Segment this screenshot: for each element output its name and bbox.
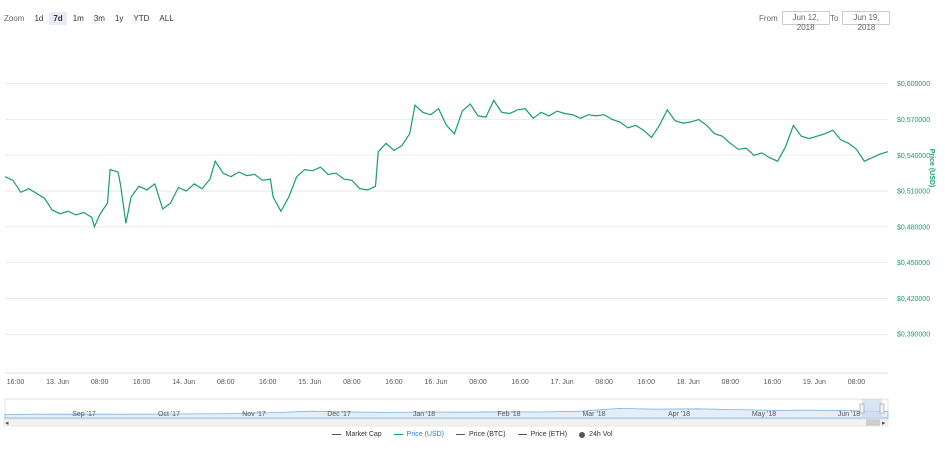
x-tick-label: 08:00: [469, 379, 487, 386]
y-tick-label: $0,510000: [897, 189, 930, 196]
x-tick-label: 08:00: [722, 379, 740, 386]
grid-lines: [5, 83, 888, 335]
x-tick-label: 14. Jun: [172, 379, 195, 386]
zoom-button-all[interactable]: ALL: [159, 13, 174, 23]
legend-item[interactable]: Price (BTC): [456, 431, 506, 438]
legend-label: Market Cap: [345, 431, 382, 438]
navigator-tick-label: Apr '18: [668, 411, 690, 418]
scroll-right-arrow[interactable]: ▸: [882, 420, 886, 427]
y-tick-label: $0,390000: [897, 332, 930, 339]
zoom-label: Zoom: [4, 13, 25, 23]
legend-label: Price (USD): [406, 431, 445, 438]
from-date-input[interactable]: Jun 12, 2018: [781, 11, 830, 32]
x-tick-label: 15. Jun: [298, 379, 321, 386]
x-tick-label: 08:00: [343, 379, 361, 386]
navigator-tick-label: Dec '17: [327, 411, 351, 418]
navigator-scrollbar[interactable]: [3, 418, 889, 427]
navigator-handle-right[interactable]: [879, 403, 885, 414]
x-tick-label: 16:00: [259, 379, 277, 386]
navigator-area: [4, 407, 889, 419]
y-tick-label: $0,450000: [897, 260, 930, 267]
scrollbar-thumb[interactable]: [866, 419, 880, 426]
navigator-tick-label: Oct '17: [158, 411, 180, 418]
legend-label: 24h Vol: [589, 431, 613, 438]
navigator-tick-label: May '18: [752, 411, 776, 418]
to-label: To: [830, 13, 839, 23]
y-axis-ticks: $0,600000 $0,570000 $0,540000 $0,510000 $0,4…: [897, 81, 930, 339]
x-tick-label: 16:00: [764, 379, 782, 386]
legend-dot-icon: [579, 431, 586, 438]
x-tick-label: 16:00: [511, 379, 529, 386]
legend-item[interactable]: 24h Vol: [579, 431, 613, 438]
navigator-tick-label: Sep '17: [72, 411, 96, 418]
y-tick-label: $0,480000: [897, 224, 930, 231]
zoom-button-1m[interactable]: 1m: [72, 13, 84, 23]
x-tick-label: 16. Jun: [425, 379, 448, 386]
x-tick-label: 08:00: [217, 379, 235, 386]
price-chart: $0,600000 $0,570000 $0,540000 $0,510000 $0,4…: [3, 81, 935, 427]
zoom-button-1d[interactable]: 1d: [34, 13, 44, 23]
navigator-handle-left[interactable]: [859, 403, 865, 414]
from-label: From: [759, 13, 778, 23]
price-usd-line: [4, 99, 889, 229]
range-to: To Jun 19, 2018: [830, 11, 891, 32]
range-from: From Jun 12, 2018: [759, 11, 830, 32]
navigator-tick-label: Jan '18: [413, 411, 435, 418]
zoom-button-ytd[interactable]: YTD: [133, 13, 150, 23]
x-tick-label: 17. Jun: [551, 379, 574, 386]
x-tick-label: 18. Jun: [677, 379, 700, 386]
x-tick-label: 16:00: [385, 379, 403, 386]
y-tick-label: $0,600000: [897, 81, 930, 88]
x-axis-ticks: 16:00 13. Jun 08:00 16:00 14. Jun 08:00 16:00 1…: [5, 372, 888, 386]
x-tick-label: 08:00: [848, 379, 866, 386]
x-tick-label: 16:00: [637, 379, 655, 386]
legend-line-icon: [332, 433, 342, 436]
navigator-tick-label: Feb '18: [497, 411, 520, 418]
y-tick-label: $0,540000: [897, 153, 930, 160]
navigator[interactable]: Sep '17 Oct '17 Nov '17 Dec '17 Jan '18 Feb '…: [3, 398, 889, 427]
legend-line-icon: [517, 433, 527, 436]
x-tick-label: 08:00: [91, 379, 109, 386]
x-tick-label: 19. Jun: [803, 379, 826, 386]
legend-item[interactable]: Price (ETH): [517, 431, 568, 438]
zoom-button-7d[interactable]: 7d: [49, 11, 67, 25]
zoom-button-1y[interactable]: 1y: [114, 13, 124, 23]
navigator-tick-label: Mar '18: [582, 411, 605, 418]
y-tick-label: $0,420000: [897, 296, 930, 303]
x-tick-label: 16:00: [7, 379, 25, 386]
legend-label: Price (BTC): [469, 431, 506, 438]
legend-line-icon: [393, 433, 403, 436]
navigator-tick-label: Jun '18: [838, 411, 860, 418]
legend-item[interactable]: Price (USD): [393, 431, 445, 438]
y-axis-label: Price (USD): [928, 149, 935, 188]
legend-label: Price (ETH): [530, 431, 568, 438]
navigator-ticks: Sep '17 Oct '17 Nov '17 Dec '17 Jan '18 Feb '…: [72, 411, 860, 418]
navigator-tick-label: Nov '17: [242, 411, 266, 418]
x-tick-label: 13. Jun: [46, 379, 69, 386]
scroll-left-arrow[interactable]: ◂: [5, 420, 9, 427]
to-date-input[interactable]: Jun 19, 2018: [842, 11, 891, 32]
x-tick-label: 08:00: [595, 379, 613, 386]
navigator-selection[interactable]: [862, 399, 882, 419]
y-tick-label: $0,570000: [897, 117, 930, 124]
legend: Market Cap Price (USD) Price (BTC) Price (E…: [0, 431, 945, 438]
zoom-button-3m[interactable]: 3m: [93, 13, 105, 23]
x-tick-label: 16:00: [133, 379, 151, 386]
legend-line-icon: [456, 433, 466, 436]
zoom-bar: Zoom 1d 7d 1m 3m 1y YTD ALL: [4, 11, 180, 25]
legend-item[interactable]: Market Cap: [332, 431, 382, 438]
